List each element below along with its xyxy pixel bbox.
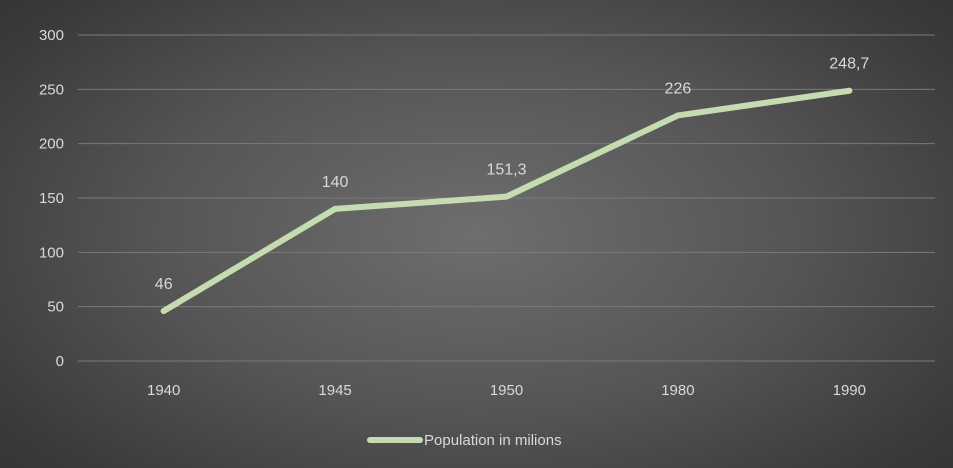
x-tick-label: 1950 [490, 382, 523, 399]
legend: Population in milions [367, 432, 562, 449]
data-point [503, 193, 510, 200]
y-tick-label: 200 [39, 136, 64, 153]
data-point [846, 87, 853, 94]
y-tick-label: 100 [39, 244, 64, 261]
data-labels: 46 140 151,3 226 248,7 [155, 56, 870, 293]
y-axis: 0 50 100 150 200 250 300 [39, 27, 64, 370]
x-tick-label: 1990 [833, 382, 866, 399]
data-label: 140 [322, 174, 349, 191]
series-layer [160, 87, 853, 315]
data-label: 46 [155, 276, 173, 293]
data-label: 226 [665, 80, 692, 97]
y-tick-label: 250 [39, 81, 64, 98]
data-point [674, 112, 681, 119]
data-point [332, 205, 339, 212]
series-line-population [160, 87, 853, 315]
data-label: 248,7 [829, 56, 869, 73]
y-tick-label: 0 [56, 353, 64, 370]
legend-label: Population in milions [424, 432, 562, 449]
y-tick-label: 150 [39, 190, 64, 207]
y-tick-label: 50 [47, 299, 64, 316]
data-label: 151,3 [486, 162, 526, 179]
gridlines [78, 34, 935, 362]
data-point [160, 308, 167, 315]
y-tick-label: 300 [39, 27, 64, 44]
x-axis: 1940 1945 1950 1980 1990 [147, 382, 866, 399]
x-tick-label: 1980 [661, 382, 694, 399]
x-tick-label: 1940 [147, 382, 180, 399]
x-tick-label: 1945 [318, 382, 351, 399]
